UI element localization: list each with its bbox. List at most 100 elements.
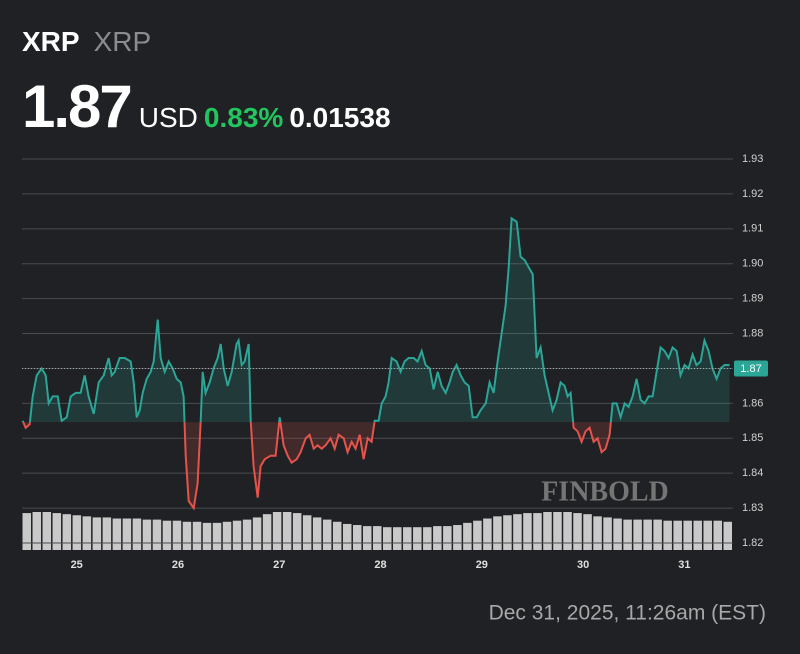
volume-bar [162, 520, 172, 550]
y-tick-label: 1.84 [742, 467, 763, 479]
volume-bar [693, 520, 702, 550]
volume-bar [613, 518, 622, 550]
volume-bar [292, 513, 302, 550]
volume-bar [122, 518, 132, 550]
volume-bar [633, 519, 642, 550]
volume-bar [72, 515, 82, 550]
volume-bar [102, 517, 112, 550]
volume-bar [423, 527, 432, 550]
y-tick-label: 1.83 [742, 502, 763, 514]
symbol: XRP [22, 26, 80, 57]
volume-bar [603, 517, 612, 550]
price-line-down [22, 422, 612, 511]
volume-bar [372, 526, 382, 550]
volume-bar [553, 512, 562, 550]
volume-bar [703, 520, 712, 550]
volume-bar [62, 514, 72, 550]
volume-bar [22, 513, 32, 550]
asset-name: XRP [93, 26, 152, 57]
volume-bar [583, 514, 592, 550]
volume-bar [332, 521, 342, 550]
volume-bar [362, 526, 372, 550]
volume-bar [683, 520, 692, 550]
volume-bar [403, 527, 412, 550]
volume-bar [503, 515, 512, 550]
volume-bar [523, 513, 532, 550]
volume-bar [152, 519, 162, 550]
change-percent: 0.83% [203, 102, 284, 133]
volume-bar [413, 527, 422, 550]
volume-bar [713, 520, 722, 550]
y-tick-label: 1.92 [742, 188, 763, 200]
volume-bar [142, 519, 152, 550]
watermark: FINBOLD [541, 476, 669, 507]
price: 1.87 [22, 73, 133, 140]
price-row: 1.87 USD 0.83% 0.01538 [22, 72, 391, 141]
volume-bar [282, 512, 292, 550]
volume-bar [132, 518, 142, 550]
volume-bar [212, 522, 222, 550]
x-tick-label: 26 [172, 559, 184, 571]
y-tick-label: 1.85 [742, 432, 763, 444]
x-tick-label: 28 [374, 559, 386, 571]
volume-bar [673, 520, 682, 550]
y-tick-label: 1.90 [742, 258, 763, 270]
volume-bar [513, 514, 522, 550]
volume-bar [222, 521, 232, 550]
volume-bar [192, 521, 202, 550]
volume-bar [393, 527, 402, 550]
volume-bar [593, 516, 602, 550]
volume-bar [563, 512, 572, 550]
y-tick-label: 1.86 [742, 397, 763, 409]
volume-bar [232, 520, 242, 550]
y-tick-label: 1.82 [742, 537, 763, 549]
volume-bar [92, 517, 102, 550]
volume-bar [453, 525, 462, 550]
volume-bar [172, 520, 182, 550]
y-tick-label: 1.93 [742, 153, 763, 165]
volume-bar [182, 521, 192, 550]
volume-bar [32, 512, 42, 550]
volume-bar [383, 527, 392, 550]
volume-bar [252, 517, 262, 550]
volume-bar [573, 513, 582, 550]
volume-bar [262, 514, 272, 550]
volume-bar [82, 516, 92, 550]
x-tick-label: 25 [71, 559, 83, 571]
volume-bar [322, 519, 332, 550]
volume-bar [663, 520, 672, 550]
price-tag-label: 1.87 [740, 363, 761, 375]
volume-bar [342, 523, 352, 550]
x-tick-label: 30 [577, 559, 589, 571]
volume-bar [52, 513, 62, 550]
volume-bar [302, 515, 312, 550]
volume-bar [312, 517, 322, 550]
volume-bar [473, 520, 482, 550]
volume-bar [643, 519, 652, 550]
volume-bar [443, 526, 452, 550]
timestamp: Dec 31, 2025, 11:26am (EST) [489, 602, 766, 625]
area-up [22, 218, 730, 423]
volume-bar [242, 519, 252, 550]
y-tick-label: 1.88 [742, 327, 763, 339]
volume-bar [42, 512, 52, 550]
y-tick-label: 1.89 [742, 293, 763, 305]
change: 0.01538 [289, 102, 391, 133]
volume-bar [543, 512, 552, 550]
currency: USD [138, 102, 198, 133]
volume-bar [653, 519, 662, 550]
volume-bar [112, 518, 122, 550]
x-tick-label: 27 [273, 559, 285, 571]
volume-bar [623, 519, 632, 550]
volume-bar [433, 526, 442, 550]
volume-bar [272, 512, 282, 550]
volume-bar [483, 518, 492, 550]
price-line-up [21, 216, 730, 423]
volume-bar [202, 522, 212, 550]
volume-bar [493, 516, 502, 550]
volume-bar [352, 525, 362, 550]
volume-bar [723, 521, 732, 550]
x-tick-label: 31 [678, 559, 690, 571]
